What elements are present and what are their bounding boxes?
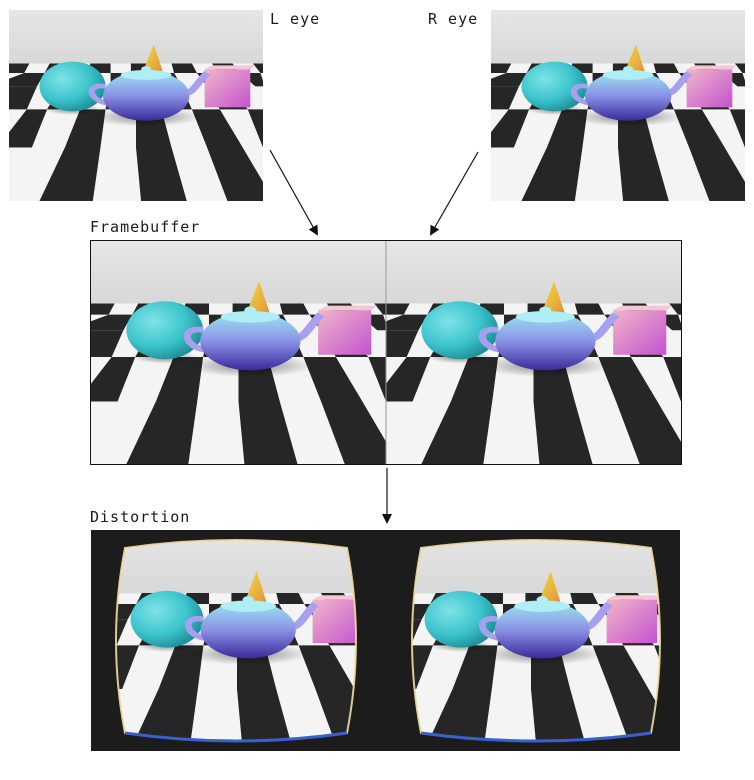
right-eye-render bbox=[491, 10, 745, 201]
framebuffer-right-half bbox=[386, 241, 681, 464]
framebuffer-label: Framebuffer bbox=[90, 218, 201, 236]
right-eye-label: R eye bbox=[428, 10, 479, 28]
arrow-right-to-framebuffer bbox=[430, 151, 479, 236]
distortion-frame bbox=[91, 530, 680, 751]
distortion-label: Distortion bbox=[90, 508, 191, 526]
framebuffer-left-half bbox=[91, 241, 386, 464]
distorted-right-eye bbox=[391, 532, 671, 750]
distorted-left-eye bbox=[97, 532, 377, 750]
framebuffer-frame bbox=[90, 240, 682, 465]
arrow-left-to-framebuffer bbox=[269, 149, 318, 236]
left-eye-render bbox=[9, 10, 263, 201]
left-eye-label: L eye bbox=[270, 10, 321, 28]
